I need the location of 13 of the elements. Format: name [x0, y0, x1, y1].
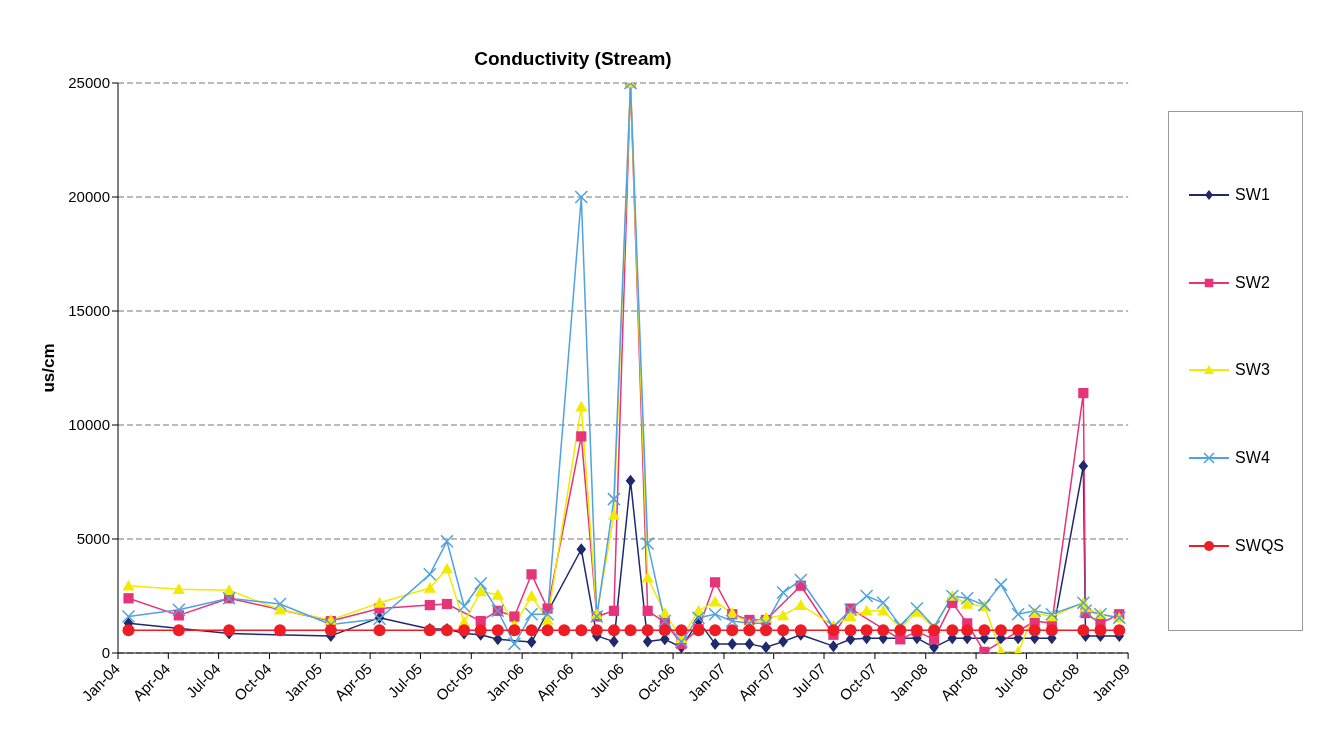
y-tick-label: 15000: [68, 302, 110, 320]
y-tick-label: 25000: [68, 74, 110, 92]
legend-label: SW2: [1235, 273, 1270, 292]
chart-title: Conductivity (Stream): [473, 48, 673, 70]
y-axis-title: us/cm: [39, 343, 59, 393]
legend-label: SW3: [1235, 361, 1270, 380]
legend-label: SW4: [1235, 449, 1270, 468]
y-tick-label: 10000: [68, 416, 110, 434]
y-tick-label: 5000: [76, 530, 110, 548]
legend-label: SW1: [1235, 186, 1270, 205]
y-tick-label: 20000: [68, 188, 110, 206]
y-tick-label: 0: [101, 644, 110, 662]
legend-label: SWQS: [1235, 536, 1284, 555]
